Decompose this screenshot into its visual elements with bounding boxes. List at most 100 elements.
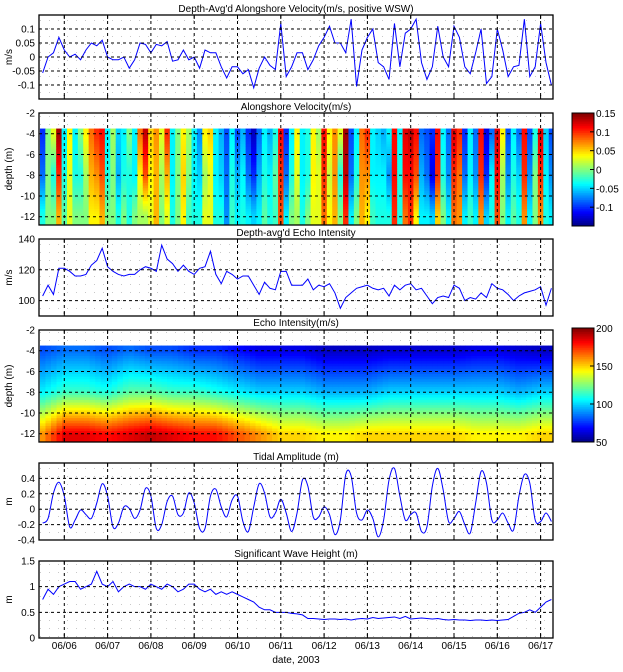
heatmap-cell xyxy=(89,139,95,142)
heatmap-cell xyxy=(139,387,145,390)
heatmap-cell xyxy=(543,186,549,189)
heatmap-cell xyxy=(424,180,430,183)
heatmap-cell xyxy=(219,136,225,139)
heatmap-cell xyxy=(224,136,230,139)
heatmap-cell xyxy=(132,206,138,209)
heatmap-cell xyxy=(99,160,105,163)
heatmap-cell xyxy=(200,382,206,385)
heatmap-cell xyxy=(430,162,436,165)
heatmap-cell xyxy=(532,160,538,163)
heatmap-cell xyxy=(184,426,190,429)
heatmap-cell xyxy=(110,183,116,186)
heatmap-cell xyxy=(206,426,212,429)
heatmap-cell xyxy=(145,356,151,359)
heatmap-cell xyxy=(246,139,252,142)
heatmap-cell xyxy=(500,219,506,222)
heatmap-cell xyxy=(197,160,203,163)
heatmap-cell xyxy=(110,180,116,183)
heatmap-cell xyxy=(56,165,62,168)
heatmap-cell xyxy=(121,170,127,173)
heatmap-cell xyxy=(289,199,295,202)
heatmap-cell xyxy=(532,180,538,183)
heatmap-cell xyxy=(251,180,257,183)
heatmap-cell xyxy=(430,204,436,207)
heatmap-cell xyxy=(217,356,223,359)
heatmap-cell xyxy=(213,157,219,160)
heatmap-cell xyxy=(430,160,436,163)
heatmap-cell xyxy=(468,201,474,204)
heatmap-cell xyxy=(505,183,511,186)
heatmap-cell xyxy=(489,167,495,170)
heatmap-cell xyxy=(117,379,123,382)
heatmap-cell xyxy=(101,423,107,426)
heatmap-cell xyxy=(101,387,107,390)
heatmap-cell xyxy=(522,209,528,212)
heatmap-cell xyxy=(94,167,100,170)
heatmap-cell xyxy=(145,418,151,421)
heatmap-cell xyxy=(532,139,538,142)
heatmap-cell xyxy=(522,199,528,202)
heatmap-cell xyxy=(195,405,201,408)
heatmap-cell xyxy=(101,403,107,406)
heatmap-cell xyxy=(137,136,143,139)
heatmap-cell xyxy=(211,403,217,406)
heatmap-cell xyxy=(134,400,140,403)
heatmap-cell xyxy=(62,206,68,209)
heatmap-cell xyxy=(128,395,134,398)
heatmap-cell xyxy=(68,395,74,398)
heatmap-cell xyxy=(527,191,533,194)
heatmap-cell xyxy=(294,144,300,147)
heatmap-cell xyxy=(435,165,441,168)
heatmap-cell xyxy=(354,157,360,160)
heatmap-cell xyxy=(101,379,107,382)
heatmap-cell xyxy=(484,183,490,186)
heatmap-cell xyxy=(178,356,184,359)
heatmap-cell xyxy=(51,426,57,429)
heatmap-cell xyxy=(56,219,62,222)
heatmap-cell xyxy=(316,160,322,163)
heatmap-cell xyxy=(386,183,392,186)
heatmap-cell xyxy=(327,206,333,209)
heatmap-cell xyxy=(262,149,268,152)
heatmap-cell xyxy=(137,162,143,165)
heatmap-cell xyxy=(446,201,452,204)
heatmap-cell xyxy=(478,204,484,207)
heatmap-cell xyxy=(413,180,419,183)
heatmap-cell xyxy=(159,212,165,215)
heatmap-cell xyxy=(101,366,107,369)
heatmap-cell xyxy=(68,408,74,411)
heatmap-cell xyxy=(128,436,134,439)
heatmap-cell xyxy=(289,178,295,181)
heatmap-cell xyxy=(294,167,300,170)
heatmap-cell xyxy=(184,405,190,408)
heatmap-cell xyxy=(139,361,145,364)
heatmap-cell xyxy=(289,206,295,209)
heatmap-cell xyxy=(527,157,533,160)
heatmap-cell xyxy=(392,219,398,222)
heatmap-cell xyxy=(84,356,90,359)
heatmap-cell xyxy=(284,188,290,191)
heatmap-cell xyxy=(132,201,138,204)
heatmap-cell xyxy=(240,162,246,165)
heatmap-cell xyxy=(430,201,436,204)
heatmap-cell xyxy=(332,183,338,186)
heatmap-cell xyxy=(200,403,206,406)
heatmap-cell xyxy=(110,162,116,165)
heatmap-cell xyxy=(68,426,74,429)
colorbar: 0.150.10.050-0.05-0.1 xyxy=(572,109,619,227)
heatmap-cell xyxy=(175,186,181,189)
heatmap-cell xyxy=(184,397,190,400)
heatmap-cell xyxy=(489,129,495,132)
heatmap-cell xyxy=(332,201,338,204)
heatmap-cell xyxy=(173,436,179,439)
heatmap-cell xyxy=(178,418,184,421)
heatmap-cell xyxy=(68,416,74,419)
heatmap-cell xyxy=(134,361,140,364)
heatmap-cell xyxy=(386,209,392,212)
heatmap-cell xyxy=(532,178,538,181)
heatmap-cell xyxy=(197,206,203,209)
heatmap-cell xyxy=(217,384,223,387)
heatmap-cell xyxy=(137,191,143,194)
heatmap-cell xyxy=(56,191,62,194)
heatmap-cell xyxy=(500,212,506,215)
